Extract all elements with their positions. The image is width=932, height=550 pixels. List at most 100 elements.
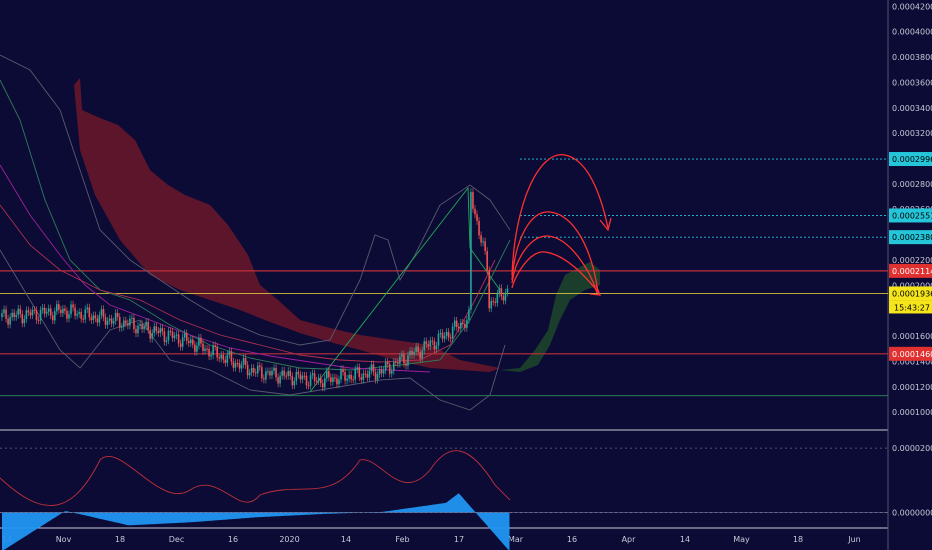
candle-body — [403, 354, 405, 364]
candle-body — [395, 361, 397, 363]
candle-body — [259, 365, 261, 368]
candle-body — [364, 373, 367, 375]
candle-body — [208, 348, 210, 357]
y-tick-label: 0.0003600 — [892, 78, 932, 87]
candle-body — [352, 379, 354, 381]
candle-body — [169, 330, 172, 332]
candle-body — [378, 369, 381, 375]
candle-body — [29, 312, 32, 316]
candle-body — [358, 367, 361, 378]
candle-body — [321, 383, 324, 388]
oscillator-signal-line — [0, 450, 511, 506]
candle-body — [53, 311, 56, 321]
candle-body — [279, 375, 281, 384]
candle-body — [330, 377, 332, 382]
candle-body — [100, 309, 103, 316]
x-tick-label: Apr — [622, 535, 637, 544]
candle-body — [234, 363, 237, 368]
candle-body — [453, 320, 456, 327]
candle-body — [466, 319, 468, 328]
price-level-badge-label: 0.0002996 — [892, 155, 932, 164]
candle-body — [423, 341, 426, 351]
candle-body — [311, 373, 314, 376]
y-tick-label: 0.0002800 — [892, 180, 932, 189]
candle-body — [388, 364, 391, 374]
candle-body — [338, 379, 340, 385]
candle-body — [506, 288, 509, 293]
x-tick-label: May — [733, 535, 750, 544]
candle-body — [271, 370, 273, 376]
candle-body — [291, 376, 294, 386]
candle-body — [78, 312, 80, 314]
candle-body — [133, 317, 135, 330]
candle-body — [171, 331, 174, 338]
candle-body — [332, 377, 334, 382]
candle-body — [185, 333, 188, 341]
candle-body — [346, 378, 348, 381]
candle-body — [315, 380, 318, 382]
candle-body — [307, 385, 310, 387]
candle-body — [72, 304, 74, 308]
candle-body — [139, 324, 141, 326]
pattern-line — [309, 186, 501, 393]
candle-body — [106, 320, 109, 325]
candle-body — [256, 365, 259, 374]
candle-body — [145, 321, 147, 327]
candle-body — [427, 344, 430, 347]
candle-body — [118, 316, 121, 328]
candle-body — [17, 308, 20, 315]
candle-body — [484, 241, 486, 252]
candle-body — [386, 361, 389, 365]
candle-body — [285, 375, 287, 377]
candle-body — [293, 381, 296, 386]
candle-body — [187, 340, 190, 344]
candle-body — [269, 371, 271, 376]
ichimoku-cloud-bullish — [500, 262, 600, 372]
candle-body — [504, 292, 507, 301]
candle-body — [45, 311, 48, 314]
candle-body — [397, 362, 399, 364]
candle-body — [194, 344, 196, 352]
candle-body — [151, 332, 154, 339]
price-level-badge — [889, 346, 932, 361]
candle-body — [380, 369, 383, 374]
candle-body — [409, 350, 411, 356]
candle-body — [19, 308, 22, 315]
candle-body — [58, 304, 60, 310]
indicator-line — [0, 249, 506, 411]
y-tick-label: 0.0001600 — [892, 332, 932, 341]
price-level-badge-label: 0.0002551 — [892, 211, 932, 220]
candle-body — [281, 370, 283, 376]
price-level-badge — [889, 230, 932, 245]
candle-body — [74, 307, 76, 316]
candle-body — [340, 369, 342, 380]
candle-body — [228, 351, 231, 355]
candle-body — [175, 334, 178, 336]
candle-body — [401, 354, 403, 357]
candle-body — [9, 317, 11, 325]
price-level-badge — [889, 208, 932, 223]
candle-body — [476, 214, 478, 222]
candle-body — [384, 361, 387, 371]
candle-body — [242, 357, 245, 365]
x-tick-label: 18 — [115, 535, 125, 544]
candle-body — [488, 270, 490, 309]
candle-body — [254, 372, 257, 374]
projection-arrow-2 — [511, 211, 599, 293]
candle-body — [342, 369, 344, 372]
projection-arrow-1-head — [599, 217, 612, 232]
candle-body — [500, 288, 503, 297]
candle-body — [204, 348, 206, 352]
price-level-badge-label: 0.0001936 — [892, 289, 932, 298]
candle-body — [177, 334, 180, 344]
x-tick-label: 14 — [341, 535, 351, 544]
price-level-badge-label: 0.0002380 — [892, 233, 932, 242]
candle-body — [56, 304, 58, 312]
candle-body — [153, 326, 156, 333]
x-tick-label: Mar — [508, 535, 524, 544]
candle-body — [35, 310, 38, 321]
candle-body — [443, 335, 446, 339]
candle-body — [192, 339, 194, 345]
